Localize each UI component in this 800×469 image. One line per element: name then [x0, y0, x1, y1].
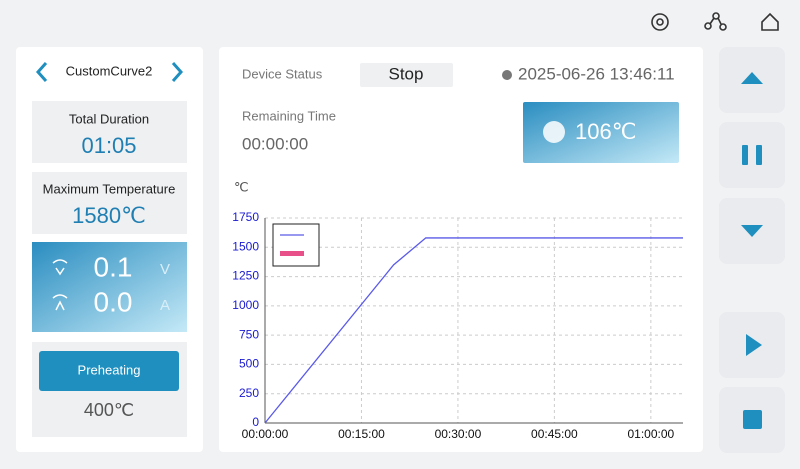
down-icon — [741, 225, 763, 237]
device-status-label: Device Status — [242, 66, 323, 81]
x-tick-label: 00:45:00 — [531, 427, 578, 441]
y-tick-label: 1000 — [232, 298, 259, 312]
y-tick-label: 250 — [239, 386, 259, 400]
y-tick-label: 750 — [239, 327, 259, 341]
clock-icon — [502, 70, 512, 80]
current-icon — [52, 294, 68, 311]
current-unit: A — [160, 297, 170, 314]
x-tick-label: 00:00:00 — [242, 427, 289, 441]
home-icon[interactable] — [761, 12, 779, 31]
duration-value: 01:05 — [81, 133, 136, 158]
voltage-unit: V — [160, 261, 170, 278]
series-line — [264, 237, 683, 424]
preheat-button[interactable] — [39, 351, 179, 391]
network-icon[interactable] — [704, 12, 727, 31]
preheat-temp: 400℃ — [84, 400, 134, 420]
datetime: 2025-06-26 13:46:11 — [518, 64, 675, 83]
legend-box — [272, 223, 320, 267]
chart: 0 250 500 750 1000 1250 1500 1750 00:00:00 00:15:… — [232, 210, 683, 441]
x-tick-label: 01:00:00 — [627, 427, 674, 441]
temperature-card — [523, 102, 679, 163]
y-tick-label: 1500 — [232, 239, 259, 253]
duration-card — [32, 101, 187, 163]
voltage-icon — [52, 259, 68, 276]
y-axis-label: ℃ — [234, 179, 249, 194]
device-status-box — [360, 63, 453, 87]
max-temp-label: Maximum Temperature — [43, 181, 176, 196]
current-temperature: 106℃ — [575, 119, 636, 144]
preheat-button-label: Preheating — [78, 362, 141, 377]
x-tick-label: 00:30:00 — [435, 427, 482, 441]
duration-label: Total Duration — [69, 111, 149, 126]
prev-button[interactable] — [35, 62, 48, 82]
legend-swatch — [280, 251, 304, 256]
remaining-label: Remaining Time — [242, 108, 336, 123]
max-temp-card — [32, 172, 187, 234]
y-tick-label: 0 — [252, 415, 259, 429]
max-temp-value: 1580℃ — [72, 203, 146, 228]
y-tick-label: 1250 — [232, 269, 259, 283]
device-status: Stop — [389, 64, 424, 83]
thermo-icon — [543, 121, 565, 143]
remaining-time: 00:00:00 — [242, 134, 308, 153]
current-value: 0.0 — [94, 286, 133, 317]
pause-icon — [742, 145, 748, 165]
next-button[interactable] — [171, 62, 184, 82]
curve-name: CustomCurve2 — [66, 63, 153, 78]
y-tick-label: 1750 — [232, 210, 259, 224]
up-icon — [741, 72, 763, 84]
x-tick-label: 00:15:00 — [338, 427, 385, 441]
y-tick-label: 500 — [239, 357, 259, 371]
stop-icon — [743, 410, 762, 429]
pause-button[interactable] — [719, 122, 785, 188]
play-icon — [746, 334, 762, 356]
settings-icon[interactable] — [651, 13, 669, 31]
electric-card — [32, 242, 187, 332]
voltage-value: 0.1 — [94, 251, 133, 282]
